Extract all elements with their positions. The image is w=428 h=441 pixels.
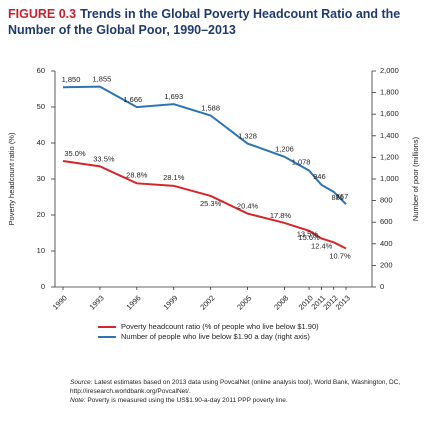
value-label: 12.4%	[311, 241, 333, 250]
legend-label: Number of people who live below $1.90 a …	[121, 332, 310, 341]
x-tick-label: 2013	[334, 293, 352, 311]
series-line	[62, 85, 347, 205]
figure-label: FIGURE 0.3	[8, 7, 77, 21]
y2-tick-label: 0	[380, 282, 384, 291]
x-tick-label: 1996	[124, 293, 142, 311]
y-tick-label: 40	[37, 138, 45, 147]
x-tick-label: 2002	[198, 293, 216, 311]
y-tick-label: 10	[37, 246, 45, 255]
y2-tick-label: 1,800	[380, 88, 399, 97]
x-tick-label: 2008	[272, 293, 290, 311]
y-tick-label: 60	[37, 66, 45, 75]
y2-tick-label: 200	[380, 260, 393, 269]
y-tick-label: 30	[37, 174, 45, 183]
y2-tick-label: 800	[380, 196, 393, 205]
value-label: 28.8%	[126, 170, 148, 179]
y2-tick-label: 1,400	[380, 131, 399, 140]
value-label: 881	[331, 193, 344, 202]
value-label: 1,855	[93, 75, 112, 84]
y-tick-label: 50	[37, 102, 45, 111]
value-label: 1,850	[62, 75, 81, 84]
y2-tick-label: 600	[380, 217, 393, 226]
value-label: 1,666	[123, 95, 142, 104]
y-axis-label: Poverty headcount ratio (%)	[7, 132, 16, 225]
value-label: 1,588	[201, 103, 220, 112]
chart: 010203040506002004006008001,0001,2001,40…	[7, 66, 420, 341]
value-label: 33.5%	[93, 154, 115, 163]
legend-label: Poverty headcount ratio (% of people who…	[121, 322, 319, 331]
x-tick-label: 1990	[51, 293, 69, 311]
source-text: Latest estimates based on 2013 data usin…	[70, 379, 401, 395]
value-label: 35.0%	[64, 149, 86, 158]
value-label: 10.7%	[329, 251, 351, 260]
y2-tick-label: 400	[380, 239, 393, 248]
y2-tick-label: 1,200	[380, 152, 399, 161]
value-label: 15.6%	[298, 233, 320, 242]
y2-tick-label: 1,000	[380, 174, 399, 183]
y-tick-label: 20	[37, 210, 45, 219]
value-label: 767	[336, 192, 349, 201]
source-label: Source:	[70, 379, 93, 386]
y2-tick-label: 1,600	[380, 109, 399, 118]
note-text: Poverty is measured using the US$1.90-a-…	[87, 397, 288, 404]
value-label: 1,328	[238, 132, 257, 141]
x-tick-label: 1999	[161, 293, 179, 311]
y-tick-label: 0	[41, 282, 45, 291]
note-label: Note:	[70, 397, 86, 404]
y2-axis-label: Number of poor (millions)	[411, 136, 420, 221]
series-line	[62, 160, 347, 250]
value-label: 1,693	[164, 92, 183, 101]
value-label: 13.5%	[297, 229, 319, 238]
value-label: 17.8%	[270, 211, 292, 220]
notes: Source: Latest estimates based on 2013 d…	[70, 378, 415, 405]
source: Source: Latest estimates based on 2013 d…	[70, 378, 415, 396]
value-label: 1,078	[292, 158, 311, 167]
value-label: 946	[313, 172, 326, 181]
value-label: 25.3%	[200, 199, 222, 208]
note: Note: Poverty is measured using the US$1…	[70, 396, 415, 405]
title-block: FIGURE 0.3 Trends in the Global Poverty H…	[8, 6, 418, 38]
chart-title: Trends in the Global Poverty Headcount R…	[8, 7, 401, 37]
x-tick-label: 1993	[88, 293, 106, 311]
value-label: 20.4%	[237, 202, 259, 211]
x-tick-label: 2005	[235, 293, 253, 311]
y2-tick-label: 2,000	[380, 66, 399, 75]
value-label: 28.1%	[163, 173, 185, 182]
value-label: 1,206	[275, 145, 294, 154]
